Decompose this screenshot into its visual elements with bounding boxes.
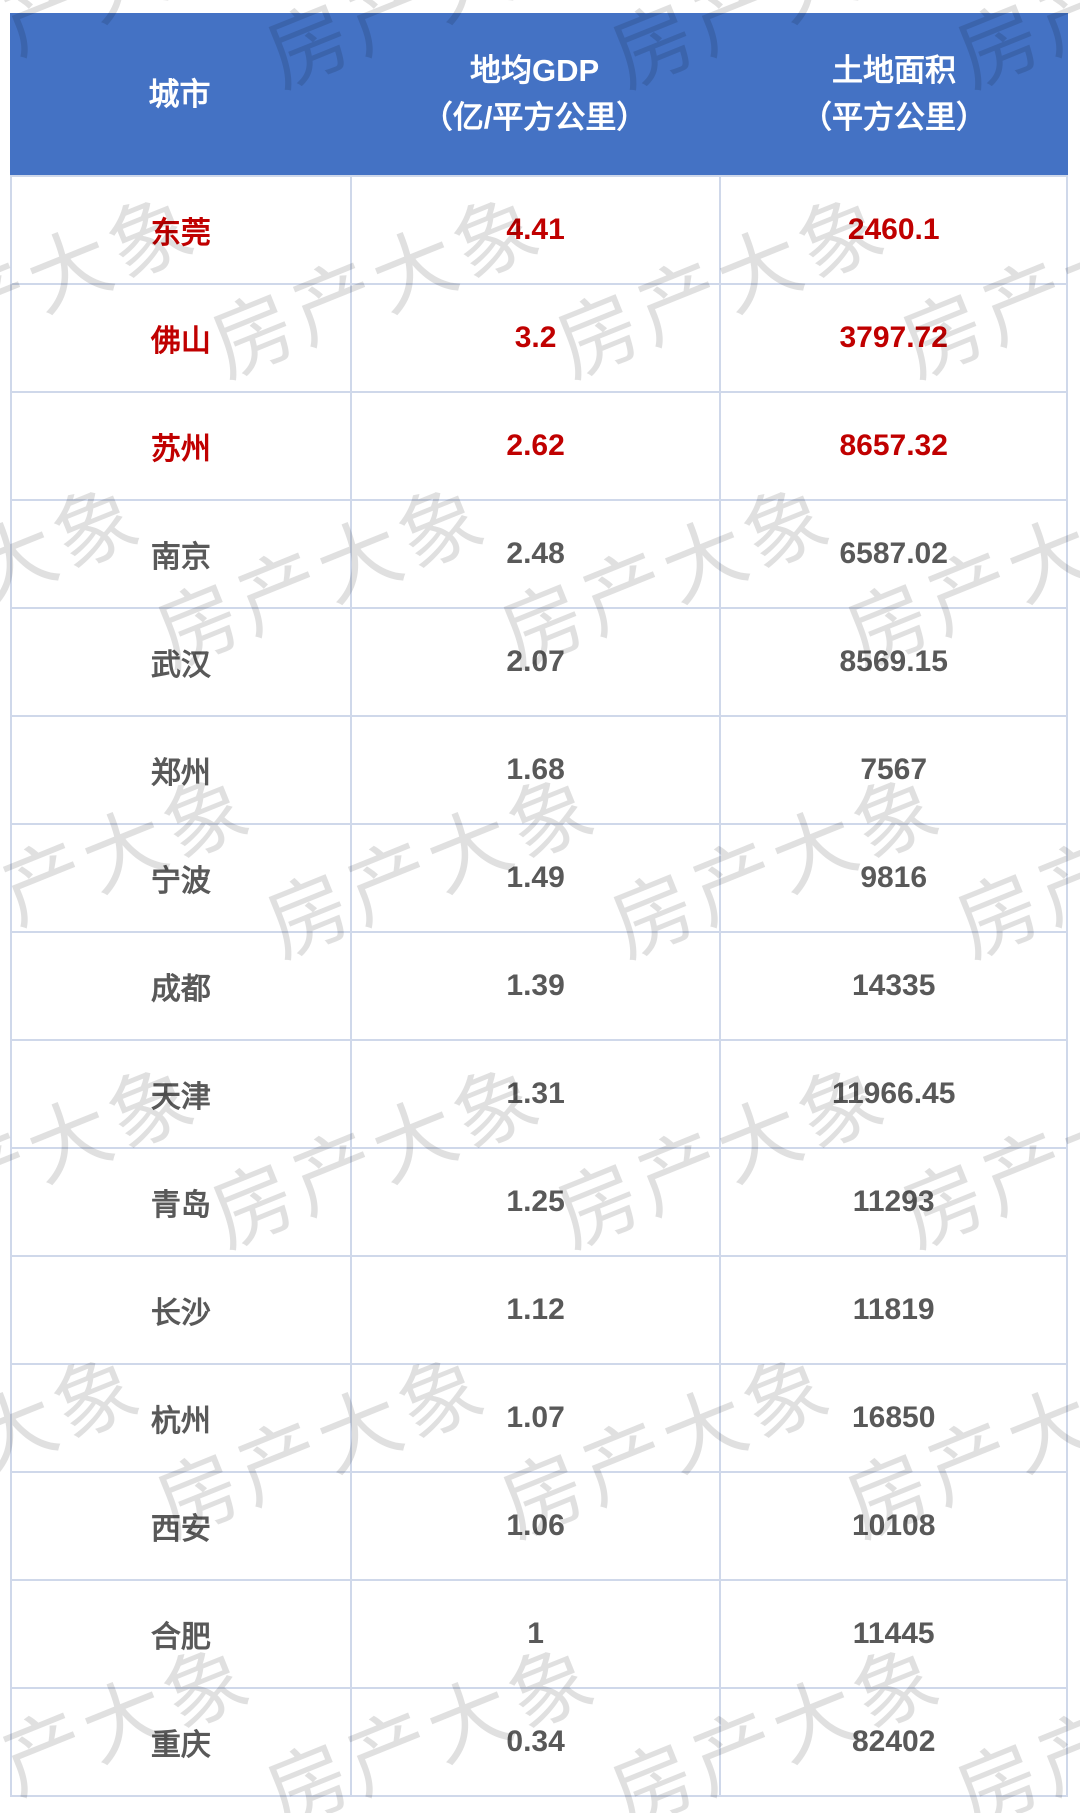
city-cell: 长沙	[150, 1297, 211, 1330]
column-header-line: 地均GDP	[470, 53, 600, 88]
column-header-line: 城市	[148, 76, 211, 112]
gdp-cell: 1.25	[349, 1149, 720, 1255]
gdp-cell: 1.31	[349, 1041, 720, 1147]
table-row: 南京 2.48 6587.02	[12, 499, 1066, 607]
gdp-cell: 0.34	[349, 1689, 720, 1795]
gdp-cell: 2.48	[349, 501, 720, 607]
city-cell: 成都	[150, 973, 211, 1006]
column-header-gdp: 地均GDP （亿/平方公里）	[349, 13, 720, 175]
city-cell: 苏州	[150, 433, 211, 466]
table-row: 成都 1.39 14335	[12, 931, 1066, 1039]
area-cell: 9816	[719, 825, 1066, 931]
column-header-line: 土地面积	[832, 53, 957, 88]
table-row: 东莞 4.41 2460.1	[12, 175, 1066, 283]
area-cell: 8657.32	[719, 393, 1066, 499]
area-cell: 2460.1	[719, 177, 1066, 283]
city-cell: 重庆	[150, 1729, 211, 1762]
column-header-line: （平方公里）	[801, 100, 988, 135]
gdp-cell: 1.12	[349, 1257, 720, 1363]
area-cell: 11819	[719, 1257, 1066, 1363]
table-row: 青岛 1.25 11293	[12, 1147, 1066, 1255]
city-cell: 武汉	[150, 649, 211, 682]
gdp-cell: 4.41	[349, 177, 720, 283]
table-body: 东莞 4.41 2460.1 佛山 3.2 3797.72 苏州 2.62 8657.32 南京 2…	[10, 175, 1068, 1797]
gdp-cell: 2.62	[349, 393, 720, 499]
area-cell: 82402	[719, 1689, 1066, 1795]
area-cell: 11445	[719, 1581, 1066, 1687]
column-header-area: 土地面积 （平方公里）	[720, 13, 1068, 175]
area-cell: 14335	[719, 933, 1066, 1039]
city-cell: 天津	[150, 1081, 211, 1114]
table-row: 佛山 3.2 3797.72	[12, 283, 1066, 391]
city-cell: 郑州	[150, 757, 211, 790]
table-row: 长沙 1.12 11819	[12, 1255, 1066, 1363]
area-cell: 8569.15	[719, 609, 1066, 715]
table-row: 郑州 1.68 7567	[12, 715, 1066, 823]
area-cell: 11966.45	[719, 1041, 1066, 1147]
table-header: 城市 地均GDP （亿/平方公里） 土地面积 （平方公里）	[10, 13, 1068, 175]
city-gdp-table: 城市 地均GDP （亿/平方公里） 土地面积 （平方公里） 东莞 4.41 2460.1 佛山…	[10, 13, 1068, 1797]
area-cell: 3797.72	[719, 285, 1066, 391]
gdp-cell: 1.68	[349, 717, 720, 823]
column-header-line: （亿/平方公里）	[421, 100, 648, 135]
city-cell: 青岛	[150, 1189, 211, 1222]
gdp-cell: 3.2	[349, 285, 720, 391]
table-row: 杭州 1.07 16850	[12, 1363, 1066, 1471]
table-row: 武汉 2.07 8569.15	[12, 607, 1066, 715]
area-cell: 16850	[719, 1365, 1066, 1471]
area-cell: 6587.02	[719, 501, 1066, 607]
gdp-cell: 1.39	[349, 933, 720, 1039]
city-cell: 佛山	[150, 325, 211, 358]
city-cell: 宁波	[150, 865, 211, 898]
gdp-cell: 1.06	[349, 1473, 720, 1579]
gdp-cell: 2.07	[349, 609, 720, 715]
column-header-city: 城市	[10, 13, 349, 175]
city-cell: 杭州	[150, 1405, 211, 1438]
table-row: 苏州 2.62 8657.32	[12, 391, 1066, 499]
city-cell: 南京	[150, 541, 211, 574]
gdp-cell: 1	[349, 1581, 720, 1687]
area-cell: 11293	[719, 1149, 1066, 1255]
city-cell: 西安	[150, 1513, 211, 1546]
gdp-cell: 1.07	[349, 1365, 720, 1471]
city-cell: 东莞	[150, 217, 211, 250]
area-cell: 10108	[719, 1473, 1066, 1579]
table-row: 西安 1.06 10108	[12, 1471, 1066, 1579]
area-cell: 7567	[719, 717, 1066, 823]
table-row: 天津 1.31 11966.45	[12, 1039, 1066, 1147]
table-row: 宁波 1.49 9816	[12, 823, 1066, 931]
city-cell: 合肥	[150, 1621, 211, 1654]
gdp-cell: 1.49	[349, 825, 720, 931]
table-row: 合肥 1 11445	[12, 1579, 1066, 1687]
table-row: 重庆 0.34 82402	[12, 1687, 1066, 1795]
